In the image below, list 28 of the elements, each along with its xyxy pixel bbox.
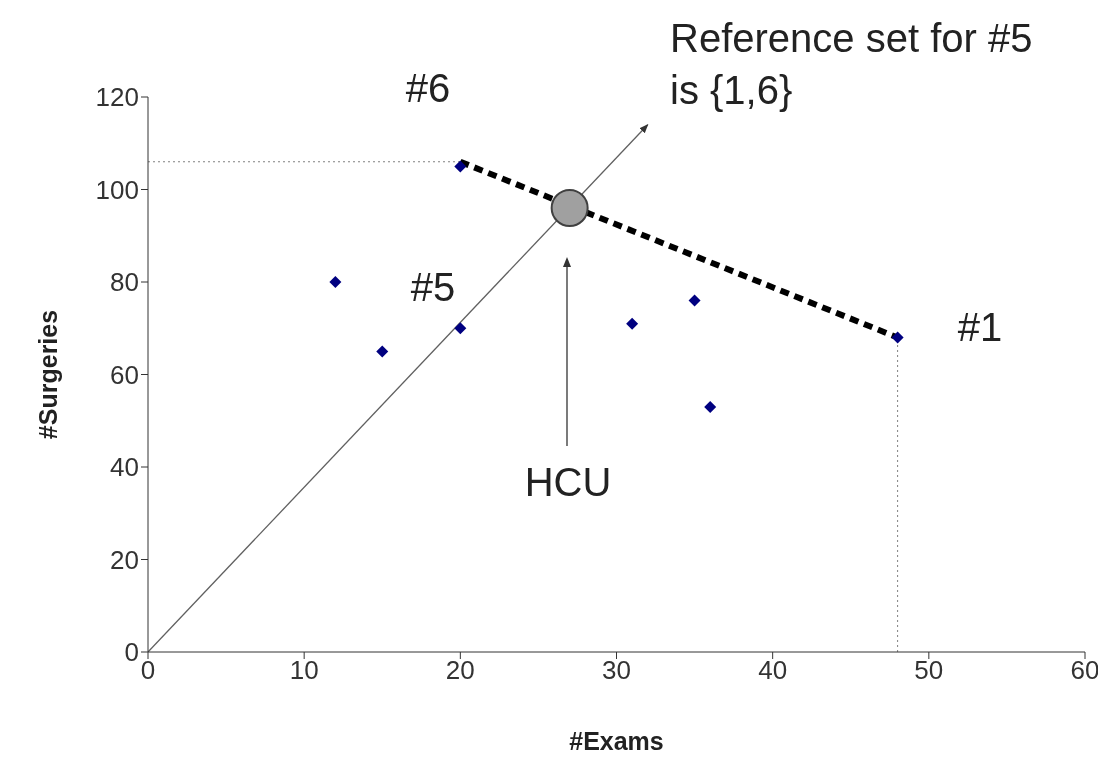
x-tick-label: 50 <box>914 655 944 686</box>
annotation: Reference set for #5 is {1,6} <box>670 15 1034 114</box>
x-tick-label: 10 <box>289 655 319 686</box>
point <box>376 345 389 358</box>
x-tick-label: 20 <box>445 655 475 686</box>
x-axis-title: #Exams <box>569 726 664 755</box>
annotation: #6 <box>404 65 452 112</box>
point <box>454 160 467 173</box>
y-tick-label: 120 <box>95 82 139 113</box>
point <box>329 276 342 288</box>
annotation: #5 <box>409 264 457 311</box>
y-tick-label: 20 <box>110 544 139 575</box>
x-tick-label: 40 <box>758 655 788 686</box>
y-tick-label: 100 <box>95 174 139 205</box>
point <box>891 331 904 344</box>
y-tick-label: 80 <box>110 267 139 298</box>
annotation: HCU <box>523 459 613 506</box>
x-tick-label: 30 <box>602 655 631 686</box>
y-tick-label: 60 <box>110 359 139 390</box>
y-axis-title: #Surgeries <box>33 309 62 440</box>
x-tick-label: 60 <box>1070 655 1100 686</box>
annotation: #1 <box>956 304 1004 351</box>
point <box>454 322 467 335</box>
point <box>550 189 589 227</box>
point <box>704 400 717 413</box>
y-tick-label: 40 <box>110 452 139 483</box>
point <box>688 294 701 307</box>
point <box>626 317 639 330</box>
